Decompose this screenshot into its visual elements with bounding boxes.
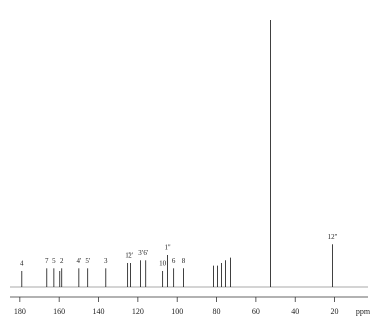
peak-label: 1' <box>125 252 130 260</box>
peak-label: 1'' <box>165 244 171 252</box>
x-tick-label: 80 <box>213 307 221 316</box>
x-tick-label: 120 <box>132 307 144 316</box>
peak-label: 3 <box>104 257 108 265</box>
x-tick-label: 60 <box>252 307 260 316</box>
x-tick-label: 180 <box>14 307 26 316</box>
peak-label: 6' <box>143 249 148 257</box>
peak-label: 5' <box>85 257 90 265</box>
peak-label: 10 <box>159 260 167 268</box>
x-tick-label: 140 <box>93 307 105 316</box>
peak-label: 4' <box>76 257 81 265</box>
peak-label: 4 <box>20 260 24 268</box>
peak-label: 8 <box>182 257 186 265</box>
x-tick-label: 160 <box>53 307 65 316</box>
peak-label: 6 <box>172 257 176 265</box>
x-tick-label: 100 <box>171 307 183 316</box>
peak-label: 2 <box>60 257 64 265</box>
peak-label: 5 <box>52 257 56 265</box>
x-axis-label: ppm <box>356 307 371 316</box>
peak-label: 12'' <box>328 233 338 241</box>
peak-label: 7 <box>45 257 49 265</box>
peak-label: 3' <box>138 249 143 257</box>
x-tick-label: 20 <box>331 307 339 316</box>
x-tick-label: 40 <box>291 307 299 316</box>
peak-label: 2' <box>128 252 133 260</box>
